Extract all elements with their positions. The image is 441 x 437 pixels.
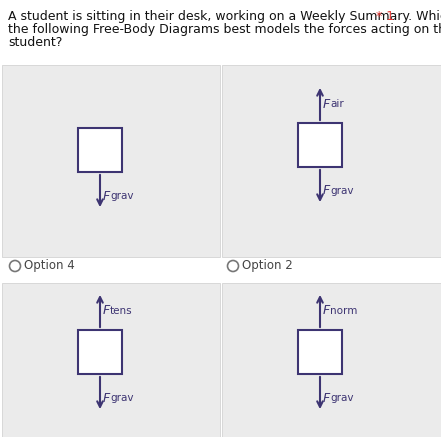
FancyBboxPatch shape	[222, 283, 441, 437]
Text: F: F	[323, 97, 330, 111]
Bar	[298, 330, 342, 374]
Text: * 1: * 1	[376, 10, 394, 23]
Text: F: F	[323, 184, 330, 198]
Bar	[298, 123, 342, 167]
Text: grav: grav	[330, 393, 354, 403]
Text: F: F	[323, 392, 330, 405]
Bar	[78, 330, 122, 374]
Text: F: F	[103, 190, 110, 202]
FancyBboxPatch shape	[2, 65, 220, 257]
Text: Option 2: Option 2	[242, 260, 293, 273]
Text: norm: norm	[330, 306, 357, 316]
FancyBboxPatch shape	[2, 283, 220, 437]
FancyBboxPatch shape	[222, 65, 441, 257]
Text: the following Free-Body Diagrams best models the forces acting on the: the following Free-Body Diagrams best mo…	[8, 23, 441, 36]
Text: air: air	[330, 99, 344, 109]
Text: A student is sitting in their desk, working on a Weekly Summary. Which of: A student is sitting in their desk, work…	[8, 10, 441, 23]
Text: F: F	[103, 392, 110, 405]
Text: student?: student?	[8, 36, 62, 49]
Text: F: F	[323, 305, 330, 318]
Text: grav: grav	[330, 186, 354, 196]
Text: Option 4: Option 4	[24, 260, 75, 273]
Text: tens: tens	[110, 306, 133, 316]
Text: grav: grav	[110, 393, 134, 403]
Bar	[78, 128, 122, 172]
Text: F: F	[103, 305, 110, 318]
Text: grav: grav	[110, 191, 134, 201]
